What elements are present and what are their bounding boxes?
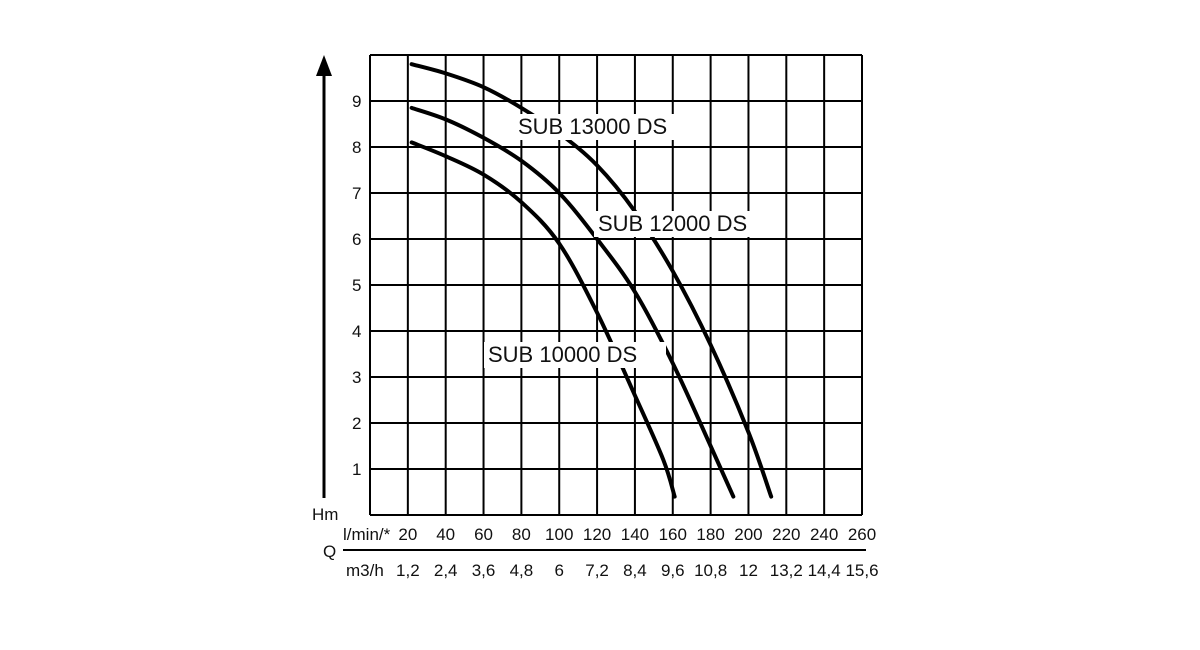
- x-tick-label-m3h: 7,2: [585, 561, 609, 580]
- curve-label-background: [514, 114, 696, 140]
- y-axis-arrow-head: [316, 55, 332, 76]
- x-tick-label-lmin: 180: [696, 525, 724, 544]
- x-tick-label-m3h: 9,6: [661, 561, 685, 580]
- x-tick-label-lmin: 140: [621, 525, 649, 544]
- x-tick-label-lmin: 20: [398, 525, 417, 544]
- x-tick-label-m3h: 1,2: [396, 561, 420, 580]
- x-tick-label-lmin: 240: [810, 525, 838, 544]
- curve-labels: SUB 13000 DS SUB 12000 DS SUB 10000 DS: [484, 114, 776, 368]
- curve-label-background: [594, 211, 776, 237]
- x-axis-label: Q: [323, 542, 336, 561]
- curves: [409, 62, 774, 499]
- x-tick-label-lmin: 220: [772, 525, 800, 544]
- y-tick-label: 9: [352, 92, 361, 111]
- x-tick-label-m3h: 6: [554, 561, 563, 580]
- x-tick-label-m3h: 13,2: [770, 561, 803, 580]
- y-axis-label: Hm: [312, 505, 338, 524]
- y-tick-label: 2: [352, 414, 361, 433]
- y-tick-label: 8: [352, 138, 361, 157]
- x-tick-label-m3h: 14,4: [808, 561, 841, 580]
- x-tick-label-lmin: 80: [512, 525, 531, 544]
- x-unit-secondary: m3/h: [346, 561, 384, 580]
- x-tick-label-m3h: 10,8: [694, 561, 727, 580]
- x-tick-label-lmin: 260: [848, 525, 876, 544]
- x-tick-label-m3h: 4,8: [510, 561, 534, 580]
- x-tick-label-m3h: 2,4: [434, 561, 458, 580]
- x-tick-label-lmin: 120: [583, 525, 611, 544]
- x-unit-primary: l/min/*: [343, 525, 391, 544]
- x-tick-label-lmin: 100: [545, 525, 573, 544]
- x-tick-label-m3h: 8,4: [623, 561, 647, 580]
- curve-label-3: SUB 10000 DS: [488, 342, 637, 367]
- x-tick-label-lmin: 60: [474, 525, 493, 544]
- y-axis: Hm: [312, 55, 338, 524]
- y-tick-label: 6: [352, 230, 361, 249]
- x-axis: Q l/min/* m3/h: [323, 525, 866, 580]
- y-tick-label: 7: [352, 184, 361, 203]
- x-tick-label-m3h: 15,6: [845, 561, 878, 580]
- x-tick-label-m3h: 12: [739, 561, 758, 580]
- series-line-1: [409, 62, 774, 499]
- curve-label-2: SUB 12000 DS: [598, 211, 747, 236]
- x-tick-label-lmin: 200: [734, 525, 762, 544]
- curve-label-background: [484, 342, 666, 368]
- y-tick-label: 4: [352, 322, 361, 341]
- y-tick-label: 1: [352, 460, 361, 479]
- x-tick-label-lmin: 160: [659, 525, 687, 544]
- series-line-3: [409, 140, 677, 499]
- y-tick-label: 3: [352, 368, 361, 387]
- y-tick-label: 5: [352, 276, 361, 295]
- series-line-2: [409, 105, 736, 499]
- x-tick-label-lmin: 40: [436, 525, 455, 544]
- x-tick-label-m3h: 3,6: [472, 561, 496, 580]
- curve-label-1: SUB 13000 DS: [518, 114, 667, 139]
